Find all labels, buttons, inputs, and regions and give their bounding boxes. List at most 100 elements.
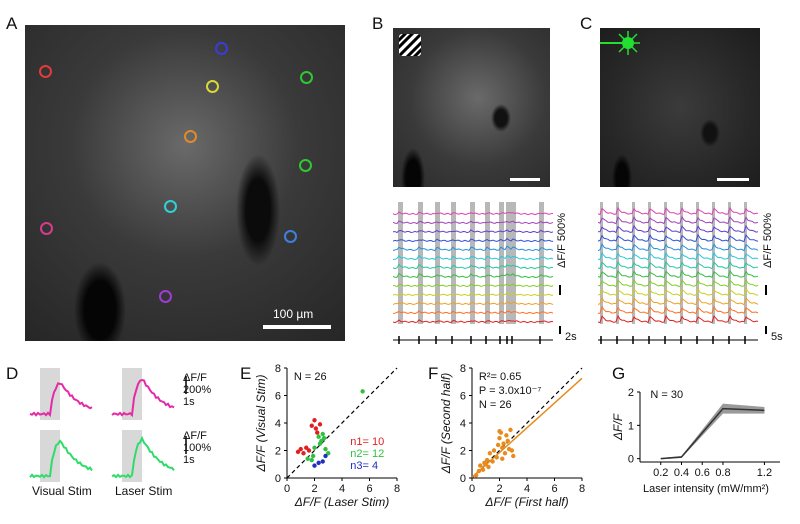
trace-line [393, 245, 554, 252]
x-tick-label: 0.4 [674, 467, 689, 479]
data-point [317, 441, 323, 446]
stim-bar [511, 202, 516, 324]
stim-bar [499, 202, 504, 324]
trace-line [598, 215, 759, 225]
data-point [490, 459, 495, 464]
panel-label-c: C [580, 14, 593, 33]
fit-line [471, 377, 583, 478]
data-point [487, 451, 493, 456]
xlabel-laser: Laser Stim [115, 484, 173, 498]
data-point [298, 446, 303, 452]
data-point [304, 445, 309, 450]
data-point [306, 448, 312, 453]
x-tick-label: 0.6 [695, 467, 710, 479]
d-top-scale: ΔF/F 200% 1s [183, 372, 211, 408]
roi-circle [159, 290, 172, 303]
data-point [505, 438, 510, 444]
scalebar [263, 325, 331, 329]
data-point [309, 457, 314, 463]
ylabel-text: ΔF/F [762, 244, 774, 268]
y-tick-label: 0 [275, 473, 281, 485]
trace-line [598, 305, 759, 315]
data-point [316, 434, 321, 439]
data-point [313, 426, 319, 431]
trace-line [598, 314, 759, 324]
chart-annotation: N = 30 [650, 389, 683, 401]
y-tick-label: 6 [460, 391, 466, 403]
data-point [500, 445, 505, 450]
y-tick-label: 2 [460, 446, 466, 458]
trace-line [598, 269, 759, 279]
data-point [502, 451, 508, 456]
roi-circle [184, 130, 197, 143]
chart-annotation: R²= 0.65 [479, 371, 522, 383]
grating-icon [399, 34, 421, 56]
x-scale-text: 5s [771, 331, 783, 343]
stim-window [122, 368, 142, 420]
average-trace [29, 439, 93, 479]
time-scale-text: 1s [183, 396, 195, 408]
panel-label-d: D [6, 364, 19, 383]
xlabel-visual: Visual Stim [32, 484, 92, 498]
stim-bar [506, 202, 511, 324]
panel-label-a: A [6, 14, 18, 33]
y-tick-label: 6 [275, 391, 281, 403]
data-point [312, 445, 317, 450]
data-point [360, 389, 365, 394]
roi-circle [40, 222, 53, 235]
data-point [301, 451, 306, 456]
chart-annotation: P = 3.0x10⁻⁷ [479, 385, 542, 397]
error-band [660, 403, 765, 460]
stim-bar [539, 202, 544, 324]
roi-circle [284, 230, 297, 243]
data-point [315, 430, 320, 435]
data-point [316, 460, 321, 466]
trace-line [598, 260, 759, 270]
scatter-chart-f: 0 2 4 6 8 0 2 4 6 8 ΔF/F (First half) ΔF/F (Second … [439, 363, 585, 509]
panel-label-g: G [612, 364, 626, 383]
stim-bar [485, 202, 490, 324]
chart-annotation: N = 26 [294, 371, 327, 383]
roi-circle [215, 42, 228, 55]
stim-window [40, 430, 60, 482]
two-photon-image-a: 100 µm [25, 25, 345, 341]
data-point [312, 418, 317, 423]
trace-line [598, 233, 759, 243]
data-point [478, 463, 483, 468]
average-response-panel [29, 368, 187, 482]
trace-line [393, 292, 553, 297]
trace-line [598, 242, 759, 252]
time-scale-text: 1s [183, 454, 195, 466]
panel-label-e: E [240, 364, 252, 383]
data-point [491, 448, 497, 453]
data-point [317, 422, 323, 427]
data-point [323, 453, 328, 459]
y-tick-label: 8 [460, 363, 466, 375]
mean-line [660, 407, 765, 460]
x-tick-label: 8 [394, 483, 400, 495]
trace-line [393, 229, 554, 234]
d-bottom-scale: ΔF/F 100% 1s [183, 430, 211, 466]
x-tick-label: 0.2 [653, 467, 668, 479]
data-point [500, 456, 505, 461]
two-photon-image-b [393, 28, 550, 187]
trace-line [393, 301, 554, 306]
roi-circle [300, 71, 313, 84]
y-scale-text: 100% [183, 442, 212, 454]
data-point [497, 429, 502, 434]
legend-entry: n2= 12 [350, 448, 384, 460]
data-point [484, 457, 490, 463]
stim-window [122, 430, 142, 482]
x-tick-label: 0 [284, 483, 290, 495]
roi-circle [206, 80, 219, 93]
stim-bar [418, 202, 423, 324]
scalebar [717, 178, 749, 181]
x-tick-label: 8 [579, 483, 585, 495]
y-scalebar [559, 285, 561, 295]
stim-bar [398, 202, 403, 324]
y-tick-label: 0 [460, 473, 466, 485]
unity-line [286, 367, 398, 479]
data-point [501, 441, 506, 446]
trace-line [393, 237, 554, 243]
roi-circle [39, 65, 52, 78]
